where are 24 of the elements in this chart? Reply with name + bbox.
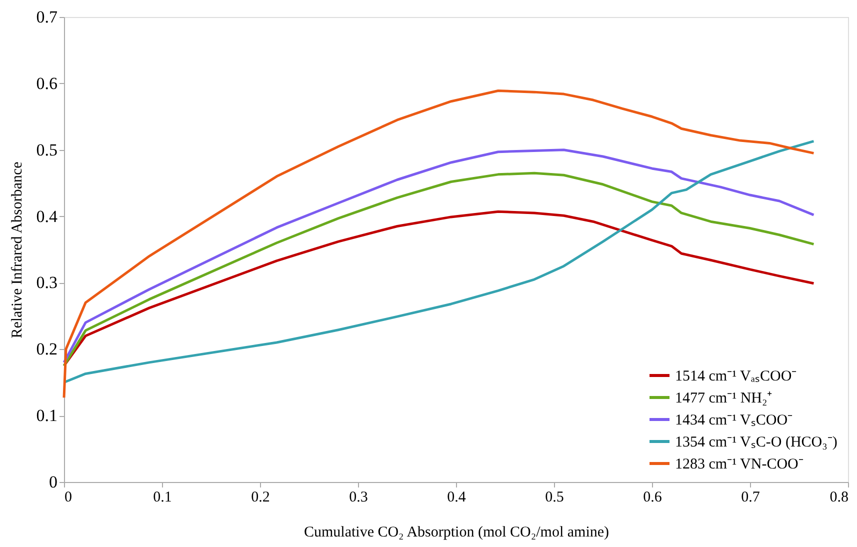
y-tick-label: 0.1 xyxy=(36,406,58,426)
x-tick-label: 0 xyxy=(64,490,72,506)
y-tick-label: 0.7 xyxy=(36,8,58,26)
y-tick-label: 0 xyxy=(49,472,58,492)
x-tick-label: 0.2 xyxy=(251,490,270,506)
x-tick-label: 0.3 xyxy=(349,490,368,506)
x-tick-label: 0.4 xyxy=(447,490,466,506)
x-tick-label: 0.1 xyxy=(153,490,172,506)
legend-label: 1477 cm⁻¹ NH₂⁺ xyxy=(675,390,772,406)
x-axis-title: Cumulative CO₂ Absorption (mol CO₂/mol amine) xyxy=(304,524,610,540)
y-tick-label: 0.6 xyxy=(36,74,58,93)
y-tick-label: 0.5 xyxy=(36,140,58,160)
y-axis-title: Relative Infrared Absorbance xyxy=(9,161,26,338)
legend-label: 1283 cm⁻¹ VN-COO⁻ xyxy=(675,456,804,472)
legend-label: 1434 cm⁻¹ VₛCOO⁻ xyxy=(675,412,793,428)
legend-label: 1354 cm⁻¹ VₛC-O (HCO₃⁻) xyxy=(675,434,838,450)
x-tick-label: 0.6 xyxy=(643,490,662,506)
legend-label: 1514 cm⁻¹ VₐₛCOO⁻ xyxy=(675,368,797,384)
x-tick-label: 0.8 xyxy=(830,490,848,506)
y-tick-label: 0.4 xyxy=(36,206,58,226)
y-tick-label: 0.2 xyxy=(36,340,58,359)
x-tick-label: 0.5 xyxy=(545,490,564,506)
y-tick-label: 0.3 xyxy=(36,273,58,292)
x-tick-label: 0.7 xyxy=(741,490,760,506)
